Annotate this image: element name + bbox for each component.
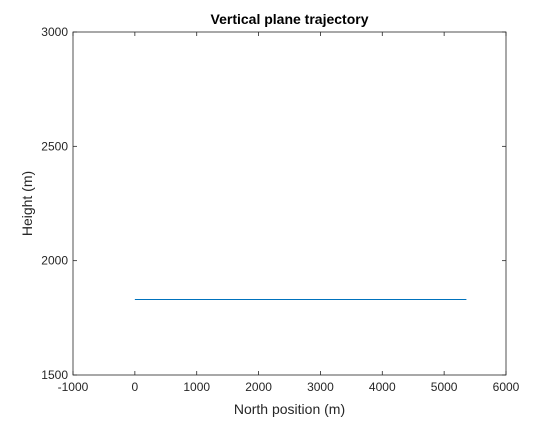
plot-area [73, 32, 506, 375]
x-tick-label: 6000 [493, 380, 520, 394]
x-tick-label: 5000 [431, 380, 458, 394]
y-axis-ticks: 1500 2000 2500 3000 [41, 25, 506, 382]
y-axis-label: Height (m) [19, 171, 35, 236]
chart-title: Vertical plane trajectory [211, 11, 369, 27]
x-tick-label: 3000 [307, 380, 334, 394]
y-tick-label: 3000 [41, 25, 68, 39]
y-tick-label: 2000 [41, 254, 68, 268]
x-axis-ticks: -1000 0 1000 2000 3000 4000 5000 6000 [58, 32, 520, 394]
x-tick-label: -1000 [58, 380, 89, 394]
x-tick-label: 4000 [369, 380, 396, 394]
x-tick-label: 1000 [183, 380, 210, 394]
y-tick-label: 1500 [41, 368, 68, 382]
plot-frame [72, 31, 507, 376]
x-tick-label: 2000 [245, 380, 272, 394]
x-axis-label: North position (m) [234, 401, 345, 417]
y-tick-label: 2500 [41, 139, 68, 153]
x-tick-label: 0 [132, 380, 139, 394]
